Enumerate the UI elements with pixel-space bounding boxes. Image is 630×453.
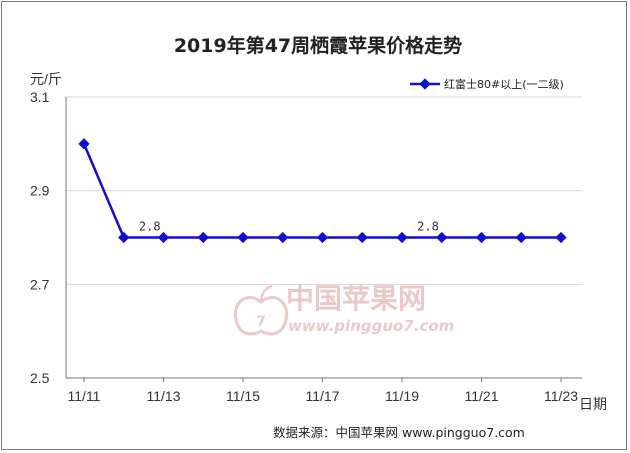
x-axis-label: 日期 bbox=[579, 396, 607, 412]
x-tick-label: 11/15 bbox=[226, 388, 260, 404]
y-tick-label: 2.5 bbox=[30, 370, 50, 386]
data-point bbox=[157, 231, 170, 244]
data-point bbox=[316, 231, 329, 244]
axes bbox=[65, 97, 582, 382]
legend-label: 红富士80#以上(一二级) bbox=[444, 77, 564, 91]
data-label: 2.8 bbox=[139, 220, 161, 234]
x-tick-labels: 11/11 11/13 11/15 11/17 11/19 11/21 11/23 bbox=[68, 388, 579, 404]
y-tick-labels: 2.5 2.7 2.9 3.1 bbox=[30, 89, 50, 386]
y-tick-label: 2.9 bbox=[30, 183, 50, 199]
legend-marker bbox=[419, 78, 431, 90]
data-point bbox=[436, 231, 448, 244]
y-tick-label: 2.7 bbox=[30, 276, 50, 292]
data-point bbox=[475, 231, 488, 244]
x-tick-label: 11/11 bbox=[68, 388, 101, 404]
data-point bbox=[396, 231, 408, 244]
watermark-url: www.pingguo7.com bbox=[288, 317, 454, 335]
x-tick-label: 11/17 bbox=[306, 388, 340, 404]
x-tick-label: 11/19 bbox=[385, 388, 419, 404]
gridlines bbox=[66, 96, 582, 285]
x-tick-label: 11/13 bbox=[147, 388, 181, 404]
apple-logo-icon: 7 bbox=[233, 284, 289, 336]
source-note: 数据来源：中国苹果网 www.pingguo7.com bbox=[273, 425, 525, 440]
legend: 红富士80#以上(一二级) bbox=[410, 77, 564, 91]
data-label: 2.8 bbox=[417, 220, 439, 234]
chart-title: 2019年第47周栖霞苹果价格走势 bbox=[174, 34, 462, 57]
data-point bbox=[118, 231, 130, 244]
x-tick-label: 11/23 bbox=[544, 388, 578, 404]
data-point bbox=[555, 231, 567, 244]
data-point bbox=[277, 231, 289, 244]
x-tick-label: 11/21 bbox=[465, 388, 499, 404]
watermark: 7 中国苹果网 www.pingguo7.com bbox=[233, 282, 454, 336]
data-labels: 2.8 2.8 bbox=[139, 220, 439, 234]
data-point bbox=[78, 138, 90, 150]
svg-text:7: 7 bbox=[256, 314, 266, 330]
series-layer bbox=[78, 138, 567, 244]
data-point bbox=[237, 231, 249, 244]
data-point bbox=[515, 231, 527, 244]
data-point bbox=[197, 231, 209, 244]
watermark-text: 中国苹果网 bbox=[286, 282, 426, 315]
data-point bbox=[356, 231, 368, 244]
y-axis-label: 元/斤 bbox=[30, 71, 62, 87]
y-tick-label: 3.1 bbox=[30, 89, 50, 105]
